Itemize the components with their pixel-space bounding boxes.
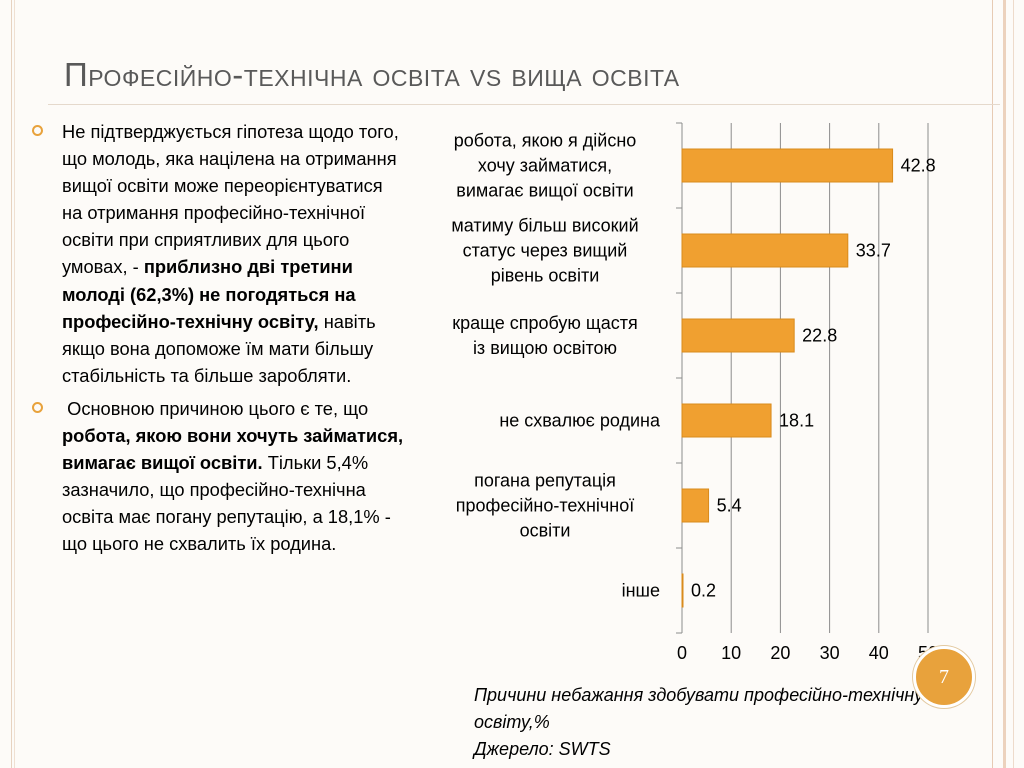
right-decor-line-2 (1003, 0, 1006, 768)
bullet-text-part: навіть якщо вона допоможе їм мати більшу… (62, 310, 376, 386)
x-tick-label: 20 (770, 643, 790, 663)
category-label-line: рівень освіти (491, 266, 600, 286)
category-label-line: вимагає вищої освіти (456, 181, 633, 201)
chart-caption: Причини небажання здобувати професійно-т… (474, 682, 954, 763)
data-label: 42.8 (901, 156, 936, 176)
category-label: інше (622, 581, 660, 601)
category-label-line: не схвалює родина (499, 411, 661, 431)
bullet-text-part: Не підтверджується гіпотеза щодо того, щ… (62, 121, 399, 278)
bar (681, 573, 684, 608)
data-label: 0.2 (691, 581, 716, 601)
category-label: погана репутація професійно-технічної осві… (456, 471, 635, 541)
category-label: краще спробую щастя із вищою освітою (452, 313, 638, 358)
category-label-line: робота, якою я дійсно (454, 131, 637, 151)
slide-title: Професійно-технічна освіта vs вища освіт… (64, 56, 680, 93)
bar (681, 403, 772, 438)
bar (681, 488, 710, 523)
x-tick-label: 40 (869, 643, 889, 663)
page-number-badge: 7 (913, 646, 975, 708)
category-label-line: хочу займатися, (478, 156, 612, 176)
title-divider (48, 104, 1000, 105)
category-label-line: матиму більш високий (451, 216, 638, 236)
data-label: 33.7 (856, 241, 891, 261)
category-label: робота, якою я дійсно хочу займатися, вима… (454, 131, 637, 201)
bullet-text-part: Основною причиною цього є те, що (62, 397, 374, 419)
left-decor-line-2 (14, 0, 15, 768)
data-label: 18.1 (779, 411, 814, 431)
bullet-item: Основною причиною цього є те, що робота,… (30, 395, 405, 558)
caption-title: Причини небажання здобувати професійно-т… (474, 685, 924, 732)
bar (681, 233, 849, 268)
category-label-line: інше (622, 581, 660, 601)
bar (681, 148, 894, 183)
x-tick-label: 0 (677, 643, 687, 663)
x-tick-label: 30 (820, 643, 840, 663)
bullet-text-part: Тільки 5,4% зазначило, що професійно-тех… (62, 452, 391, 555)
x-tick-label: 10 (721, 643, 741, 663)
data-label: 22.8 (802, 326, 837, 346)
bullet-text: Не підтверджується гіпотеза щодо того, щ… (62, 121, 399, 386)
category-label-line: краще спробую щастя (452, 313, 638, 333)
caption-source: Джерело: SWTS (474, 739, 611, 759)
category-label-line: із вищою освітою (473, 338, 617, 358)
left-decor-line (11, 0, 12, 768)
bullet-marker-icon (32, 401, 43, 413)
category-label-line: статус через вищий (463, 241, 628, 261)
right-decor-line-3 (1013, 0, 1014, 768)
bullet-text: Основною причиною цього є те, що робота,… (62, 398, 403, 554)
bullet-item: Не підтверджується гіпотеза щодо того, щ… (30, 118, 405, 389)
bullet-bold-part: робота, якою вони хочуть займатися, вима… (62, 425, 404, 474)
bullet-bold-part: приблизно дві третини молоді (62,3%) не … (62, 256, 356, 332)
category-label: не схвалює родина (499, 411, 661, 431)
bullet-marker-icon (32, 125, 43, 136)
category-label: матиму більш високий статус через вищий рі… (451, 216, 638, 286)
right-decor-line (992, 0, 993, 768)
data-label: 5.4 (717, 496, 742, 516)
category-label-line: погана репутація (474, 471, 616, 491)
category-label-line: освіти (520, 521, 571, 541)
bar (681, 318, 795, 353)
bullet-list: Не підтверджується гіпотеза щодо того, щ… (30, 118, 405, 558)
category-label-line: професійно-технічної (456, 496, 635, 516)
